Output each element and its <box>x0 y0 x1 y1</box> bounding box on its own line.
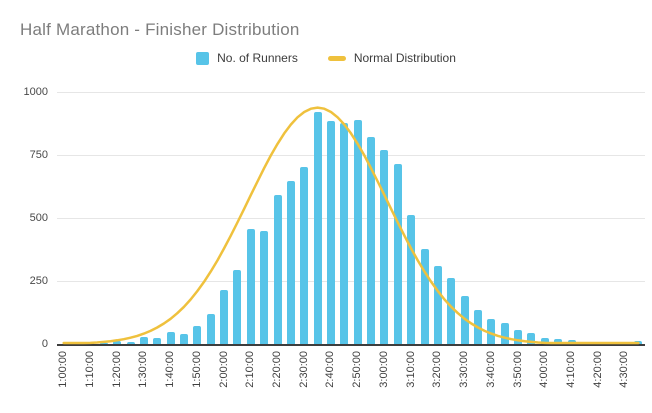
legend-item-normal: Normal Distribution <box>327 51 456 65</box>
chart-title: Half Marathon - Finisher Distribution <box>20 20 300 39</box>
x-tick-label-1:20:00: 1:20:00 <box>110 351 123 388</box>
x-tick-label-4:10:00: 4:10:00 <box>565 351 577 388</box>
x-tick-label-4:20:00: 4:20:00 <box>591 351 604 388</box>
bar-2:55:00 <box>367 137 376 344</box>
bar-1:40:00 <box>166 332 175 344</box>
bar-2:20:00 <box>273 195 282 344</box>
bar-1:35:00 <box>153 338 162 344</box>
x-tick-label-4:30:00: 4:30:00 <box>618 351 631 388</box>
x-tick-label-3:50:00: 3:50:00 <box>511 351 524 388</box>
bar-3:55:00 <box>527 333 536 344</box>
bar-2:35:00 <box>313 112 322 344</box>
bar-2:10:00 <box>246 229 255 344</box>
bar-3:05:00 <box>393 163 402 344</box>
bar-3:50:00 <box>514 330 523 344</box>
bar-2:05:00 <box>233 270 242 344</box>
bar-1:15:00 <box>99 342 108 344</box>
legend-item-runners: No. of Runners <box>196 51 298 65</box>
bar-1:30:00 <box>139 337 148 344</box>
x-tick-label-1:00:00: 1:00:00 <box>57 351 70 388</box>
x-tick-label-2:50:00: 2:50:00 <box>351 351 364 388</box>
bar-3:20:00 <box>433 266 442 344</box>
bar-3:25:00 <box>447 277 456 344</box>
y-tick-label-0: 0 <box>41 338 48 350</box>
bar-2:40:00 <box>326 120 335 344</box>
gridline-250 <box>57 281 645 282</box>
normal-swatch-icon <box>327 55 346 61</box>
bar-1:25:00 <box>126 341 135 344</box>
y-tick-label-250: 250 <box>29 275 48 287</box>
legend-label-normal: Normal Distribution <box>353 51 456 65</box>
x-tick-label-3:40:00: 3:40:00 <box>484 351 497 388</box>
bar-2:00:00 <box>220 289 229 344</box>
bar-3:40:00 <box>487 318 496 344</box>
bar-3:45:00 <box>500 323 509 344</box>
bar-4:00:00 <box>540 337 549 344</box>
x-tick-label-2:30:00: 2:30:00 <box>297 351 310 388</box>
bar-4:05:00 <box>554 339 563 344</box>
x-tick-label-3:00:00: 3:00:00 <box>377 351 390 388</box>
x-tick-label-1:30:00: 1:30:00 <box>137 351 150 388</box>
x-tick-label-3:10:00: 3:10:00 <box>404 351 417 388</box>
bar-3:15:00 <box>420 248 429 344</box>
legend-label-runners: No. of Runners <box>217 51 298 65</box>
x-tick-label-1:10:00: 1:10:00 <box>83 351 96 388</box>
bar-2:45:00 <box>340 122 349 344</box>
x-tick-label-2:10:00: 2:10:00 <box>244 351 257 388</box>
normal-distribution-curve <box>62 106 640 345</box>
bar-3:10:00 <box>407 214 416 344</box>
bar-2:30:00 <box>300 166 309 344</box>
y-tick-label-500: 500 <box>29 212 48 224</box>
x-tick-label-3:30:00: 3:30:00 <box>458 351 471 388</box>
x-tick-label-1:40:00: 1:40:00 <box>164 351 177 388</box>
x-tick-label-1:50:00: 1:50:00 <box>190 351 203 388</box>
bar-2:25:00 <box>286 180 295 344</box>
bar-1:55:00 <box>206 314 215 344</box>
x-tick-label-2:40:00: 2:40:00 <box>324 351 337 388</box>
y-tick-label-750: 750 <box>29 149 48 161</box>
x-tick-label-2:00:00: 2:00:00 <box>217 351 230 388</box>
bar-1:45:00 <box>179 333 188 344</box>
bar-1:20:00 <box>113 340 122 344</box>
y-tick-label-1000: 1000 <box>23 86 48 98</box>
plot-area <box>57 92 645 346</box>
legend: No. of Runners Normal Distribution <box>0 51 652 65</box>
bar-3:00:00 <box>380 149 389 344</box>
bar-2:50:00 <box>353 119 362 344</box>
runners-swatch-icon <box>196 51 210 65</box>
bar-2:15:00 <box>260 231 269 344</box>
x-tick-label-2:20:00: 2:20:00 <box>271 351 283 388</box>
x-tick-label-3:20:00: 3:20:00 <box>431 351 444 388</box>
gridline-1000 <box>57 92 645 93</box>
x-tick-label-4:00:00: 4:00:00 <box>538 351 551 388</box>
gridline-500 <box>57 218 645 219</box>
gridline-750 <box>57 155 645 156</box>
bar-1:50:00 <box>193 325 202 344</box>
